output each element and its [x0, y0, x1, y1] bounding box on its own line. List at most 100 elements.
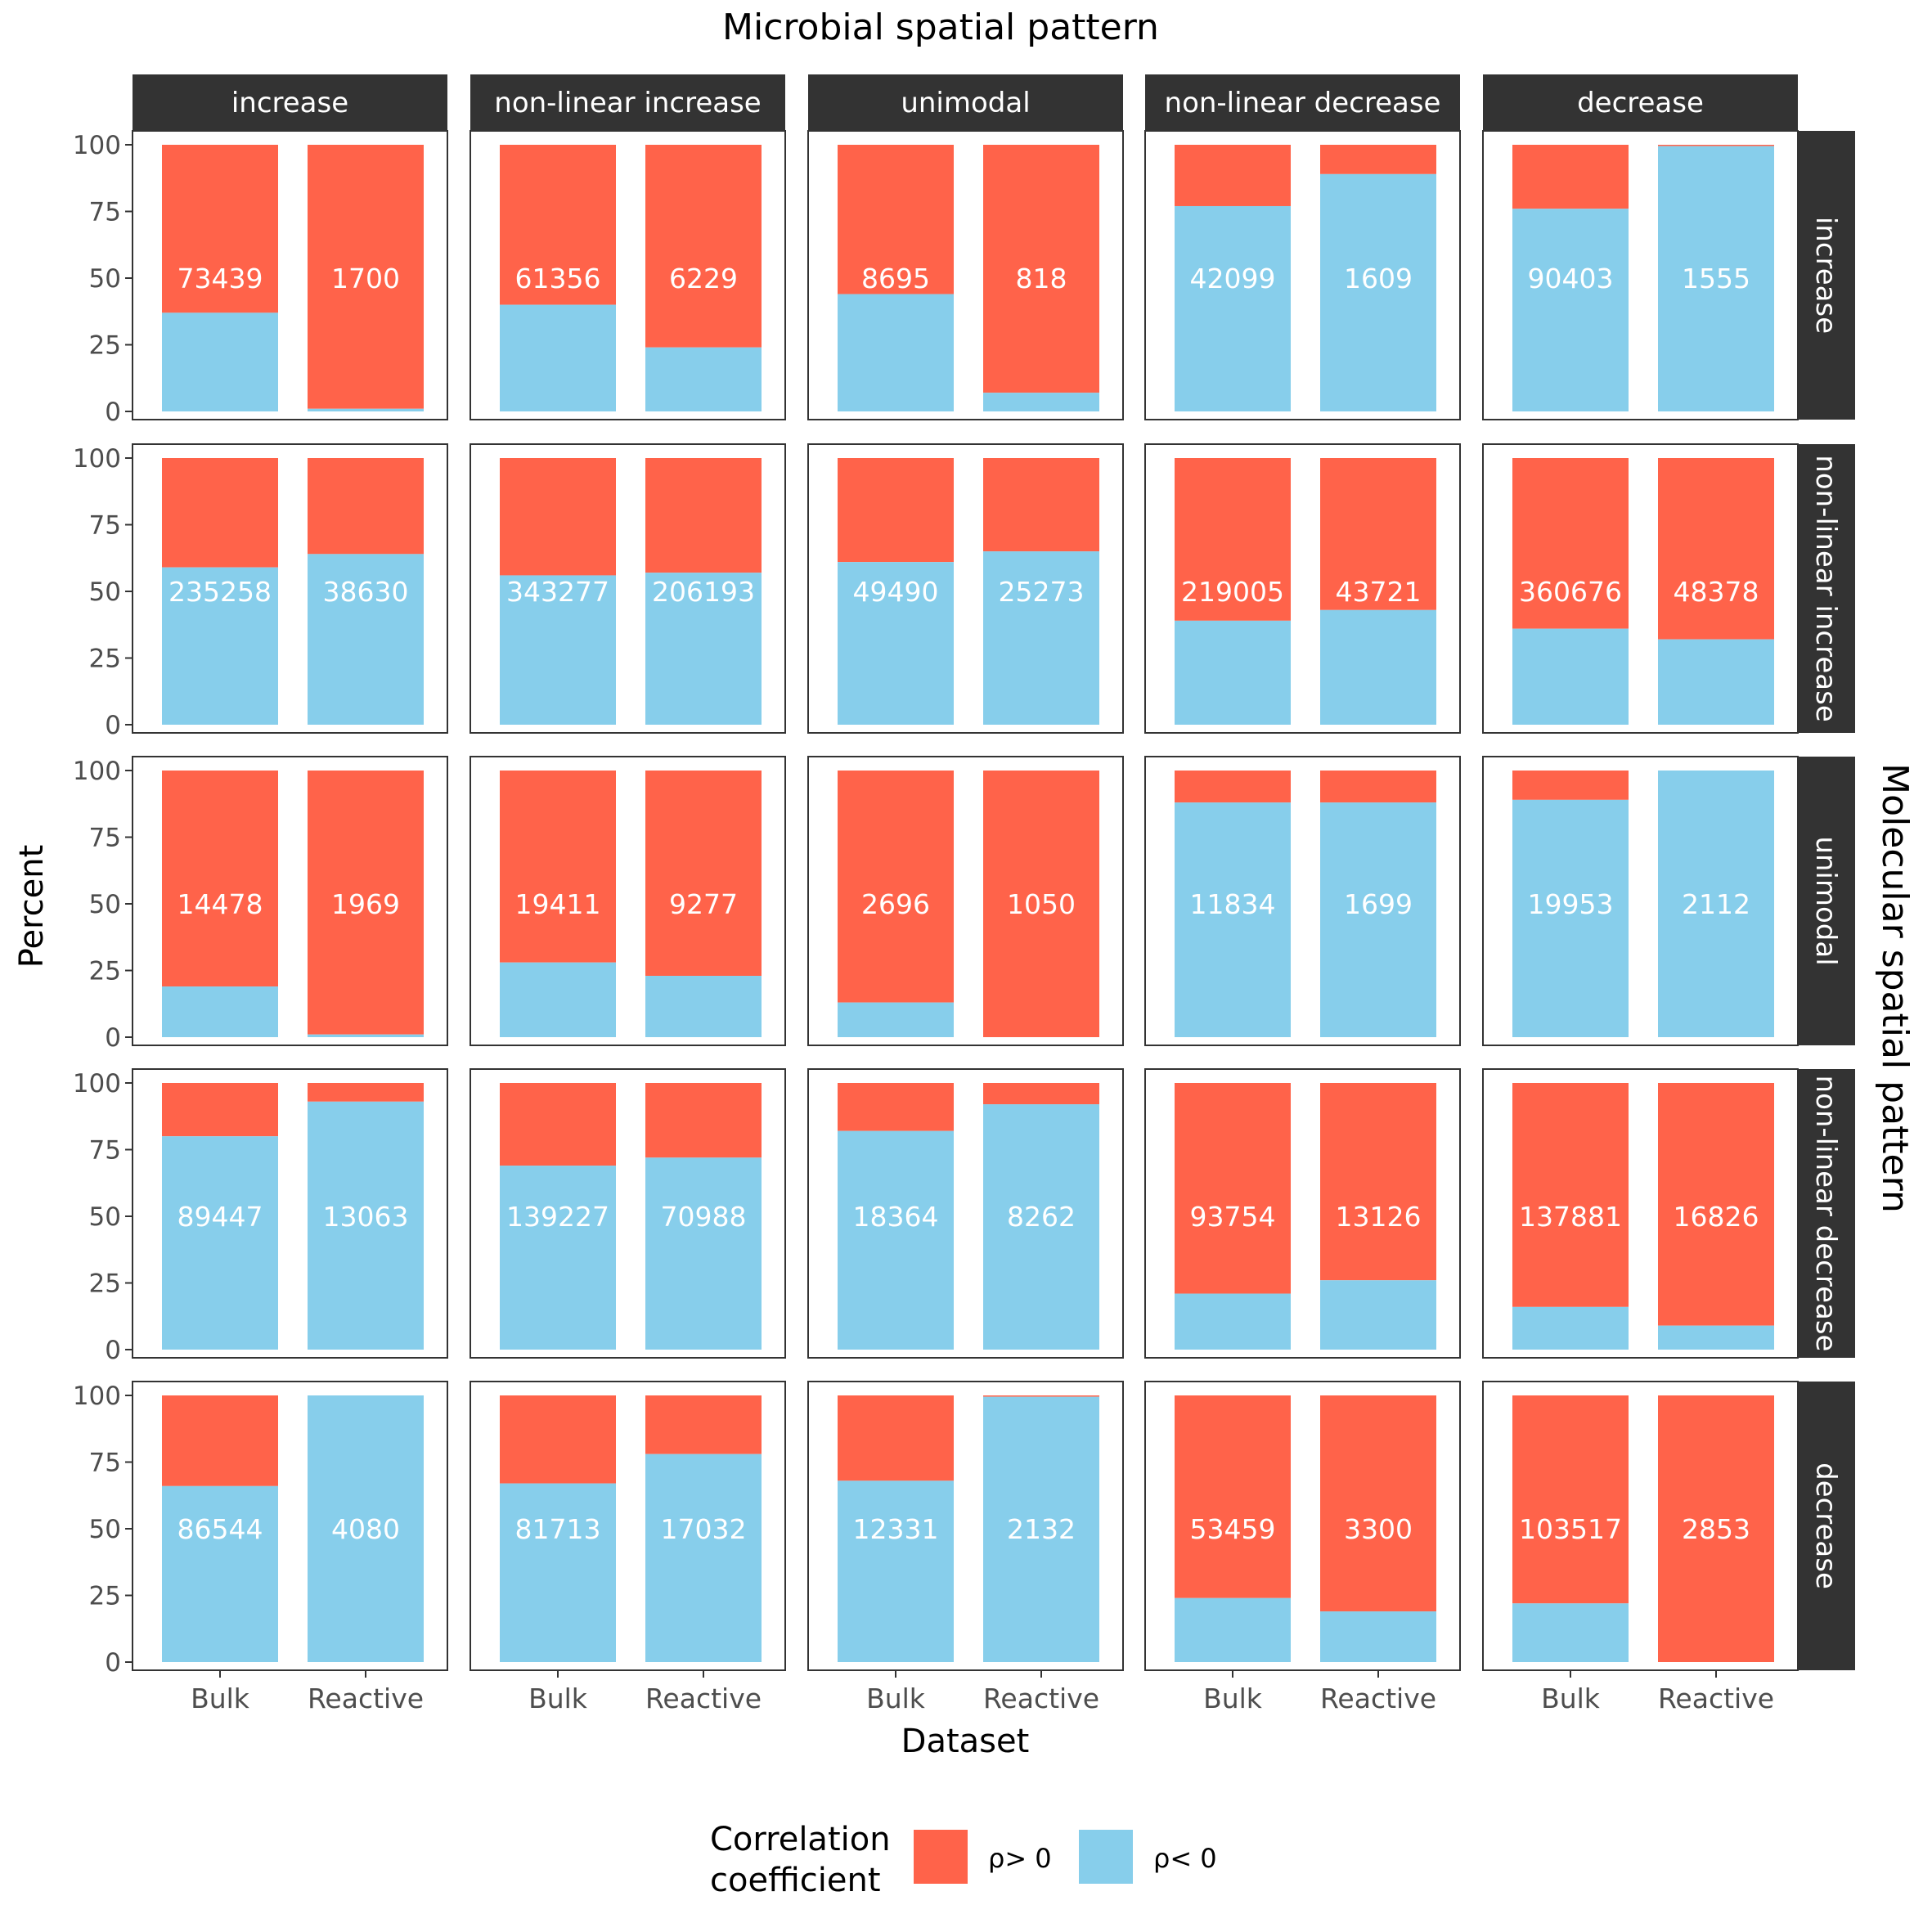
- bar-segment-negative: [500, 304, 616, 411]
- column-strip-label: decrease: [1577, 87, 1704, 119]
- bar-segment-positive: [838, 145, 954, 294]
- bar-count-label: 42099: [1190, 263, 1276, 294]
- bar-segment-positive: [645, 458, 762, 573]
- column-strip: [808, 74, 1123, 131]
- bar-segment-negative: [1658, 639, 1774, 725]
- bar-segment-negative: [1175, 802, 1291, 1037]
- bar-segment-negative: [162, 312, 278, 411]
- bar-count-label: 4080: [331, 1513, 400, 1545]
- bar-segment-positive: [162, 1395, 278, 1486]
- bar-count-label: 18364: [853, 1201, 939, 1233]
- bar-segment-negative: [162, 1136, 278, 1350]
- bar-segment-negative: [162, 1485, 278, 1662]
- bar-count-label: 360676: [1519, 576, 1622, 608]
- y-tick-label: 75: [89, 824, 121, 853]
- bar-segment-negative: [838, 1480, 954, 1662]
- bar-segment-negative: [308, 408, 424, 411]
- x-tick-label: Reactive: [1320, 1683, 1436, 1714]
- bar-count-label: 93754: [1190, 1201, 1276, 1233]
- y-tick-label: 0: [105, 1336, 121, 1365]
- bar-count-label: 89447: [177, 1201, 263, 1233]
- bar-segment-negative: [983, 393, 1099, 411]
- legend-label-negative: ρ< 0: [1153, 1843, 1217, 1874]
- bar-segment-negative: [1320, 1280, 1436, 1350]
- bar-count-label: 13126: [1336, 1201, 1422, 1233]
- legend: Correlation coefficient ρ> 0 ρ< 0: [710, 1821, 1217, 1899]
- bar-segment-negative: [308, 1101, 424, 1350]
- bar-segment-negative: [1175, 620, 1291, 725]
- bar-segment-positive: [1658, 145, 1774, 146]
- y-tick-label: 75: [89, 1136, 121, 1166]
- bar-segment-positive: [1175, 145, 1291, 206]
- bar-segment-negative: [645, 1453, 762, 1662]
- bar-count-label: 17032: [661, 1513, 747, 1545]
- bar-count-label: 8262: [1007, 1201, 1076, 1233]
- bar-count-label: 235258: [168, 576, 272, 608]
- y-tick-label: 75: [89, 1449, 121, 1478]
- bar-segment-negative: [1658, 146, 1774, 411]
- bar-segment-positive: [1320, 145, 1436, 174]
- bar-count-label: 219005: [1181, 576, 1284, 608]
- bar-count-label: 49490: [853, 576, 939, 608]
- y-tick-label: 75: [89, 511, 121, 541]
- bar-count-label: 1969: [331, 888, 400, 920]
- bar-count-label: 6229: [669, 263, 738, 294]
- bar-segment-negative: [983, 1396, 1099, 1662]
- bar-segment-positive: [308, 458, 424, 555]
- bar-segment-positive: [1175, 771, 1291, 803]
- bar-segment-positive: [1320, 771, 1436, 803]
- bar-segment-positive: [500, 458, 616, 576]
- bar-count-label: 206193: [652, 576, 755, 608]
- bar-segment-negative: [500, 1166, 616, 1350]
- x-tick-label: Reactive: [1658, 1683, 1774, 1714]
- bar-segment-positive: [1175, 1395, 1291, 1598]
- legend-title-line2: coefficient: [710, 1862, 881, 1899]
- bar-segment-negative: [1320, 609, 1436, 725]
- bar-count-label: 1700: [331, 263, 400, 294]
- bar-segment-negative: [500, 575, 616, 725]
- bar-segment-positive: [838, 771, 954, 1003]
- y-tick-label: 25: [89, 1582, 121, 1611]
- y-tick-label: 100: [73, 1382, 121, 1411]
- y-axis-title: Percent: [13, 845, 51, 968]
- y-tick-label: 25: [89, 1269, 121, 1299]
- bar-count-label: 81713: [515, 1513, 601, 1545]
- bar-segment-positive: [838, 1395, 954, 1481]
- x-tick-label: Bulk: [1203, 1683, 1263, 1714]
- bar-segment-positive: [500, 1083, 616, 1166]
- bar-segment-positive: [1320, 458, 1436, 610]
- bar-count-label: 90403: [1528, 263, 1614, 294]
- bar-segment-negative: [1658, 771, 1774, 1037]
- bar-count-label: 19411: [515, 888, 601, 920]
- bar-count-label: 1050: [1007, 888, 1076, 920]
- y-tick-label: 50: [89, 264, 121, 294]
- legend-key-negative: [1079, 1830, 1133, 1884]
- row-strip-label: unimodal: [1809, 836, 1842, 965]
- bar-segment-negative: [1175, 1293, 1291, 1350]
- y-tick-label: 50: [89, 890, 121, 919]
- bar-count-label: 8695: [861, 263, 930, 294]
- bar-segment-positive: [162, 458, 278, 568]
- y-tick-label: 100: [73, 757, 121, 786]
- bar-segment-negative: [500, 962, 616, 1037]
- row-strip: [1799, 757, 1855, 1045]
- bar-segment-negative: [1175, 1597, 1291, 1662]
- bar-count-label: 86544: [177, 1513, 263, 1545]
- bar-segment-positive: [500, 1395, 616, 1484]
- bar-segment-negative: [645, 573, 762, 725]
- bar-count-label: 19953: [1528, 888, 1614, 920]
- y-tick-label: 100: [73, 131, 121, 160]
- bar-segment-negative: [645, 1157, 762, 1350]
- y-tick-label: 100: [73, 444, 121, 474]
- column-strip: [1145, 74, 1460, 131]
- row-strip: [1799, 1069, 1855, 1358]
- bar-segment-positive: [1658, 458, 1774, 640]
- y-tick-label: 0: [105, 1023, 121, 1053]
- bar-segment-negative: [1320, 1611, 1436, 1662]
- row-strip-label: non-linear decrease: [1809, 1076, 1842, 1352]
- bar-segment-negative: [308, 1395, 424, 1662]
- bar-count-label: 3300: [1344, 1513, 1413, 1545]
- bar-count-label: 343277: [506, 576, 609, 608]
- chart-title: Microbial spatial pattern: [722, 7, 1159, 48]
